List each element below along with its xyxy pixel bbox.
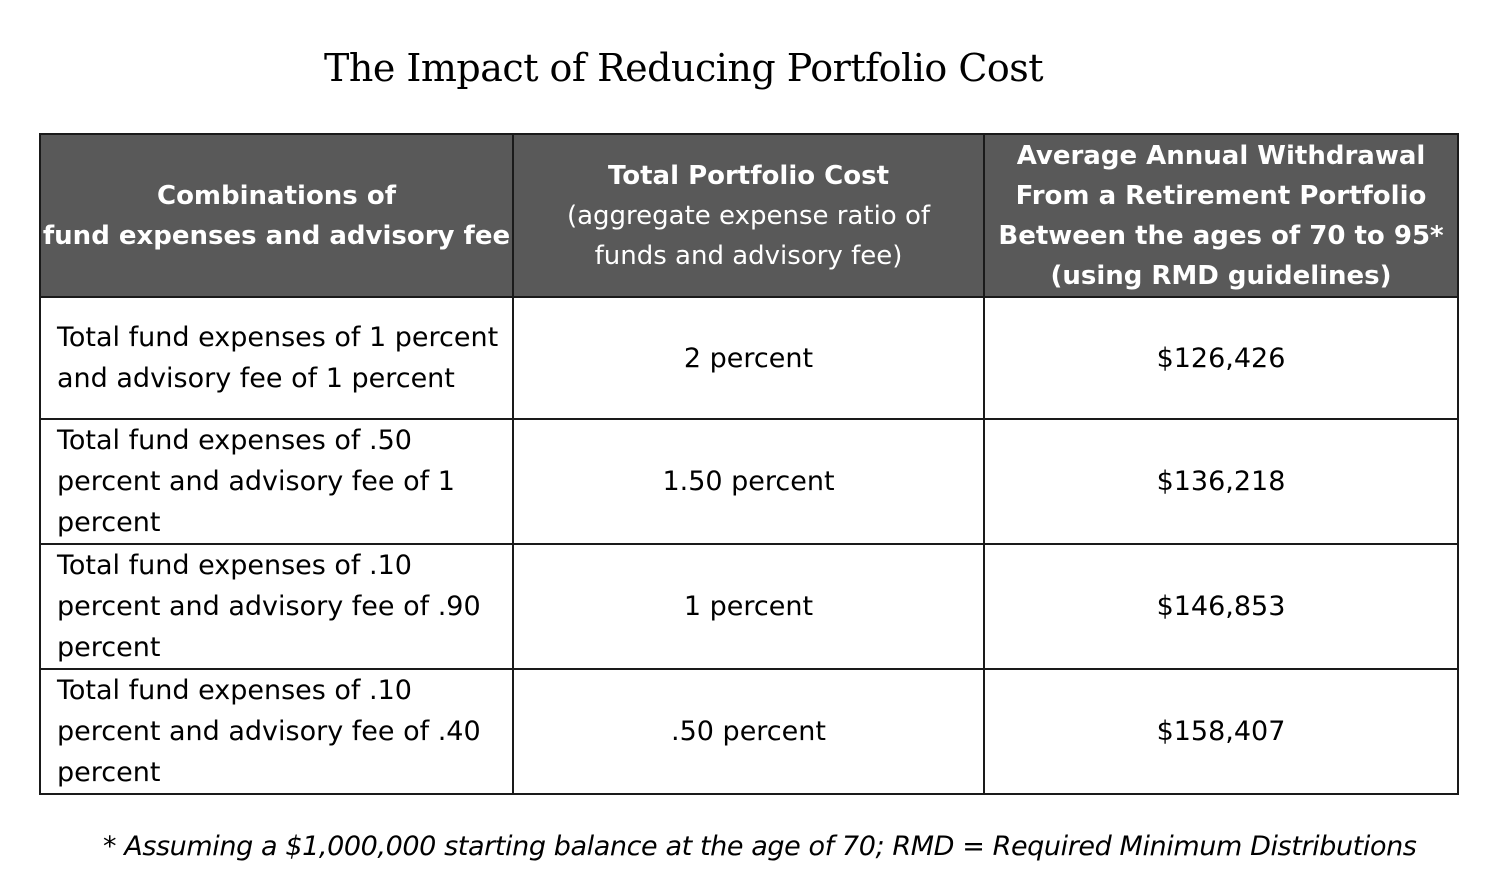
- header-combinations: Combinations of fund expenses and adviso…: [39, 133, 514, 298]
- combination-cell: Total fund expenses of .10 percent and a…: [39, 668, 514, 795]
- total-cost-cell: 1.50 percent: [512, 418, 985, 545]
- table-row: Total fund expenses of .50 percent and a…: [39, 418, 1459, 545]
- document-title: The Impact of Reducing Portfolio Cost: [324, 46, 1044, 90]
- total-cost-cell: 2 percent: [512, 296, 985, 420]
- header-total-cost-line-2: (aggregate expense ratio of: [566, 200, 931, 231]
- header-withdrawal-line-4: (using RMD guidelines): [1050, 260, 1392, 291]
- header-withdrawal-line-3: Between the ages of 70 to 95*: [998, 220, 1444, 251]
- header-average-withdrawal: Average Annual Withdrawal From a Retirem…: [983, 133, 1459, 298]
- header-total-cost-line-1: Total Portfolio Cost: [607, 160, 889, 191]
- header-total-portfolio-cost: Total Portfolio Cost (aggregate expense …: [512, 133, 985, 298]
- withdrawal-cell: $126,426: [983, 296, 1459, 420]
- footnote: * Assuming a $1,000,000 starting balance…: [103, 831, 1417, 862]
- combination-cell: Total fund expenses of .10 percent and a…: [39, 543, 514, 670]
- table-header-row: Combinations of fund expenses and adviso…: [39, 133, 1459, 298]
- withdrawal-cell: $158,407: [983, 668, 1459, 795]
- withdrawal-cell: $136,218: [983, 418, 1459, 545]
- withdrawal-cell: $146,853: [983, 543, 1459, 670]
- table-row: Total fund expenses of .10 percent and a…: [39, 668, 1459, 795]
- combination-cell: Total fund expenses of 1 percent and adv…: [39, 296, 514, 420]
- total-cost-cell: .50 percent: [512, 668, 985, 795]
- combination-cell: Total fund expenses of .50 percent and a…: [39, 418, 514, 545]
- header-withdrawal-line-2: From a Retirement Portfolio: [1015, 180, 1427, 211]
- portfolio-cost-table: Combinations of fund expenses and adviso…: [39, 133, 1459, 795]
- header-combinations-line-1: Combinations of: [156, 180, 397, 211]
- header-combinations-line-2: fund expenses and advisory fee: [42, 220, 511, 251]
- total-cost-cell: 1 percent: [512, 543, 985, 670]
- header-total-cost-line-3: funds and advisory fee): [594, 240, 903, 271]
- table-row: Total fund expenses of 1 percent and adv…: [39, 296, 1459, 420]
- table-row: Total fund expenses of .10 percent and a…: [39, 543, 1459, 670]
- header-withdrawal-line-1: Average Annual Withdrawal: [1016, 140, 1426, 171]
